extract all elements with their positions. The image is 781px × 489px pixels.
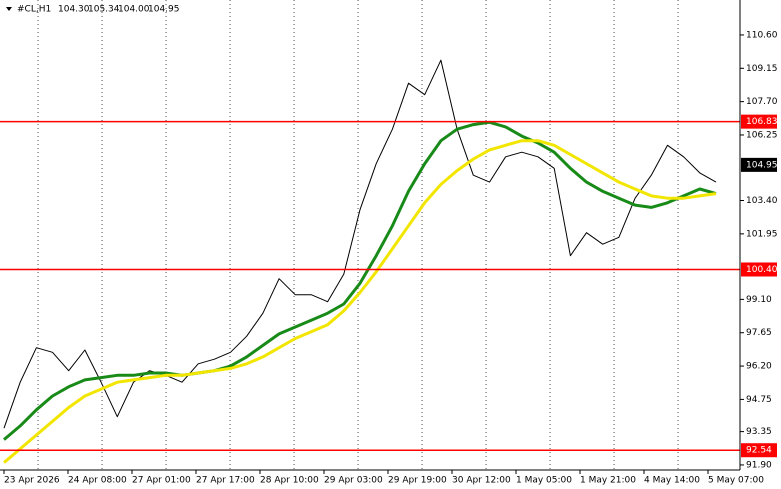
level-label-box bbox=[741, 443, 777, 458]
ohlc-high: 105.34 bbox=[88, 5, 120, 15]
level-label-box bbox=[741, 114, 777, 129]
y-tick-label: 96.20 bbox=[746, 362, 772, 372]
level-label: 92.54 bbox=[746, 446, 772, 456]
current-price-box bbox=[741, 157, 777, 172]
y-tick-label: 103.40 bbox=[746, 196, 778, 206]
y-tick-label: 93.35 bbox=[746, 427, 772, 437]
x-tick-label: 28 Apr 10:00 bbox=[260, 476, 319, 486]
y-tick-label: 106.25 bbox=[746, 130, 778, 140]
y-tick-label: 94.75 bbox=[746, 395, 772, 405]
x-tick-label: 30 Apr 12:00 bbox=[452, 476, 511, 486]
level-label: 106.83 bbox=[746, 117, 778, 127]
y-tick-label: 99.10 bbox=[746, 295, 772, 305]
x-tick-label: 24 Apr 08:00 bbox=[68, 476, 127, 486]
ohlc-open: 104.30 bbox=[58, 5, 90, 15]
x-tick-label: 1 May 21:00 bbox=[580, 476, 636, 486]
ohlc-close: 104.95 bbox=[148, 5, 180, 15]
x-tick-label: 27 Apr 01:00 bbox=[132, 476, 191, 486]
y-tick-label: 101.95 bbox=[746, 229, 778, 239]
y-tick-label: 107.70 bbox=[746, 97, 778, 107]
x-tick-label: 23 Apr 2026 bbox=[4, 476, 60, 486]
y-tick-label: 97.65 bbox=[746, 328, 772, 338]
level-label-box bbox=[741, 262, 777, 277]
header-arrow bbox=[6, 7, 12, 11]
y-tick-label: 110.60 bbox=[746, 30, 778, 40]
current-price-label: 104.95 bbox=[746, 160, 778, 170]
series-line bbox=[3, 59, 717, 429]
y-tick-label: 109.15 bbox=[746, 64, 778, 74]
x-tick-label: 29 Apr 03:00 bbox=[324, 476, 383, 486]
series-line bbox=[3, 139, 717, 464]
x-tick-label: 27 Apr 17:00 bbox=[196, 476, 255, 486]
x-tick-label: 5 May 07:00 bbox=[708, 476, 764, 486]
y-tick-label: 91.90 bbox=[746, 460, 772, 470]
chart-title: #CL,H1 bbox=[17, 5, 51, 15]
level-label: 100.40 bbox=[746, 265, 778, 275]
x-tick-label: 4 May 14:00 bbox=[644, 476, 700, 486]
series-line bbox=[3, 120, 717, 441]
x-tick-label: 1 May 05:00 bbox=[516, 476, 572, 486]
x-tick-label: 29 Apr 19:00 bbox=[388, 476, 447, 486]
ohlc-low: 104.00 bbox=[118, 5, 150, 15]
